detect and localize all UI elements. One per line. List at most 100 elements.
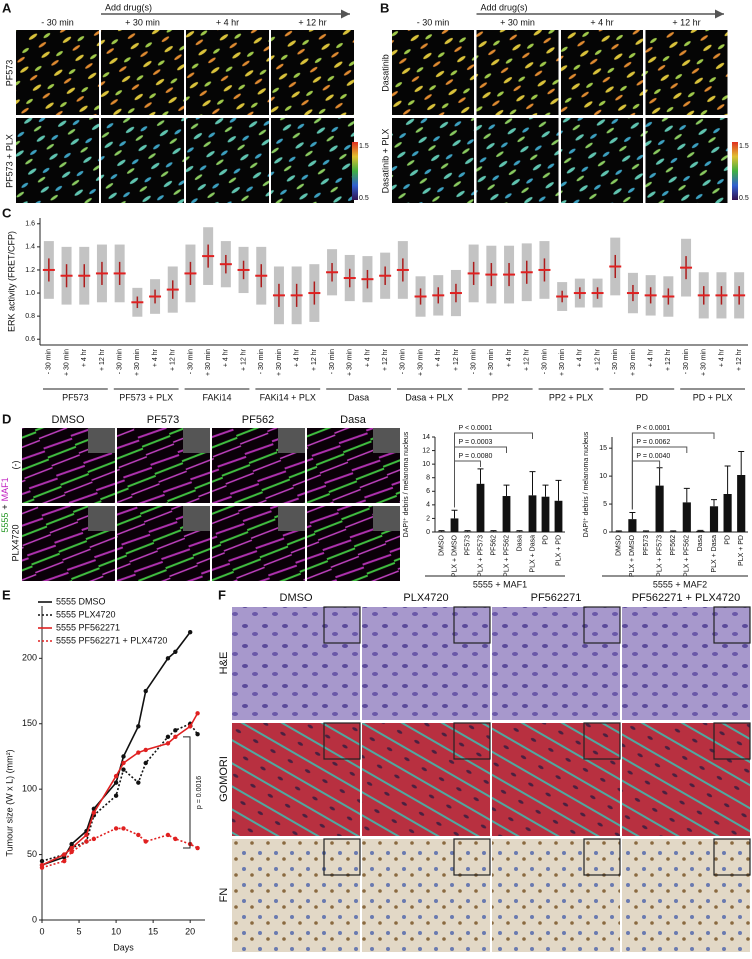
micrograph xyxy=(186,118,269,203)
bracket xyxy=(454,460,481,508)
x-tick-label: PLX + DMSO xyxy=(451,534,458,577)
x-tick-label: + 30 min xyxy=(417,349,424,376)
x-tick-label: 0 xyxy=(39,926,44,936)
panel-label: D xyxy=(2,411,11,426)
micrograph xyxy=(561,30,643,115)
y-tick-label: 1.6 xyxy=(25,221,35,228)
bar xyxy=(450,518,459,532)
panel-label: C xyxy=(2,205,12,220)
y-tick-label: 100 xyxy=(22,784,37,794)
x-tick-label: DMSO xyxy=(616,534,623,556)
error-bar xyxy=(464,530,471,532)
marker xyxy=(113,793,119,798)
timepoint: + 30 min xyxy=(500,17,535,27)
x-tick-label: + 12 hr xyxy=(665,348,672,371)
x-tick-label: + 4 hr xyxy=(506,348,513,367)
timepoint: + 4 hr xyxy=(216,17,239,27)
x-tick-label: - 30 min xyxy=(541,349,548,374)
timepoint: - 30 min xyxy=(41,17,74,27)
y-tick-label: 8 xyxy=(426,475,430,482)
inset xyxy=(583,606,621,644)
marker xyxy=(84,832,89,838)
column-header: DMSO xyxy=(280,592,313,604)
group-label: Dasa xyxy=(348,392,369,402)
p-value: P = 0.0080 xyxy=(459,453,493,460)
group-label: PD xyxy=(636,392,649,402)
legend-label: 5555 DMSO xyxy=(56,596,106,606)
p-value: P = 0.0062 xyxy=(636,439,670,446)
legend-label: 5555 PF562271 xyxy=(56,622,120,632)
y-tick-label: 6 xyxy=(426,488,430,495)
legend-label: 5555 PF562271 + PLX4720 xyxy=(56,635,167,645)
marker xyxy=(69,841,74,847)
bar xyxy=(437,531,446,532)
marker xyxy=(39,865,45,870)
x-tick-label: + 30 min xyxy=(701,349,708,376)
x-tick-label: + 4 hr xyxy=(435,348,442,367)
x-tick-label: + 4 hr xyxy=(647,348,654,367)
row-label: Dasatinib xyxy=(380,54,390,92)
column-header: Dasa xyxy=(340,414,367,426)
x-tick-label: PLX + PF562 xyxy=(503,535,510,577)
group-label: PD + PLX xyxy=(693,392,733,402)
bar xyxy=(669,531,678,532)
marker xyxy=(91,836,97,842)
group-label: PF573 + PLX xyxy=(119,392,173,402)
bar xyxy=(696,530,705,532)
x-tick-label: + 4 hr xyxy=(718,348,725,367)
y-tick-label: 50 xyxy=(27,849,37,859)
x-tick-label: PF562 xyxy=(490,535,497,556)
bar xyxy=(628,519,637,532)
marker xyxy=(62,852,67,857)
group-label: PF573 xyxy=(62,392,89,402)
y-tick-label: 0 xyxy=(32,914,37,924)
error-bar xyxy=(555,479,562,501)
y-axis-label: DAPI⁺ debris / melanoma nucleus xyxy=(403,431,410,537)
x-tick-label: - 30 min xyxy=(470,349,477,374)
marker xyxy=(121,767,126,772)
marker xyxy=(39,858,45,864)
micrograph xyxy=(101,118,184,203)
marker xyxy=(136,750,141,755)
error-bar xyxy=(683,487,690,503)
y-tick-label: 0.8 xyxy=(25,313,35,320)
y-tick-label: 0.6 xyxy=(25,336,35,343)
row-label: (-) xyxy=(10,461,20,470)
column-header: DMSO xyxy=(52,414,85,426)
panel-label: F xyxy=(218,587,226,602)
x-tick-label: PF573 xyxy=(464,535,471,556)
bar xyxy=(463,531,472,532)
colorbar-label: 0.5 xyxy=(359,195,369,202)
error-bar xyxy=(503,484,510,497)
marker xyxy=(62,858,67,864)
error-bar xyxy=(670,530,677,532)
y-tick-label: 0 xyxy=(603,529,607,536)
x-tick-label: - 30 min xyxy=(187,349,194,374)
x-tick-label: + 12 hr xyxy=(736,348,743,371)
micrograph xyxy=(186,30,269,115)
marker xyxy=(165,656,171,661)
x-tick-label: PF573 xyxy=(643,535,650,556)
x-tick-label: - 30 min xyxy=(329,349,336,374)
x-tick-label: + 12 hr xyxy=(382,348,389,371)
y-tick-label: 4 xyxy=(426,502,430,509)
footer: 5555 + MAF1 xyxy=(473,579,527,589)
y-tick-label: 5 xyxy=(603,501,607,508)
inset xyxy=(183,506,210,531)
group-label: PP2 + PLX xyxy=(549,392,593,402)
marker xyxy=(173,728,178,733)
x-tick-label: + 12 hr xyxy=(99,348,106,371)
marker xyxy=(69,849,74,855)
bar xyxy=(614,531,623,532)
bar xyxy=(554,500,563,532)
y-tick-label: 0 xyxy=(426,529,430,536)
error-bar xyxy=(542,484,549,497)
inset xyxy=(323,838,361,876)
error-bar xyxy=(656,467,663,486)
marker xyxy=(91,810,97,815)
x-tick-label: + 12 hr xyxy=(170,348,177,371)
inset xyxy=(278,428,305,453)
micrograph xyxy=(561,118,643,203)
x-axis-label: Days xyxy=(113,942,134,952)
stain-part: MAF1 xyxy=(0,477,10,501)
